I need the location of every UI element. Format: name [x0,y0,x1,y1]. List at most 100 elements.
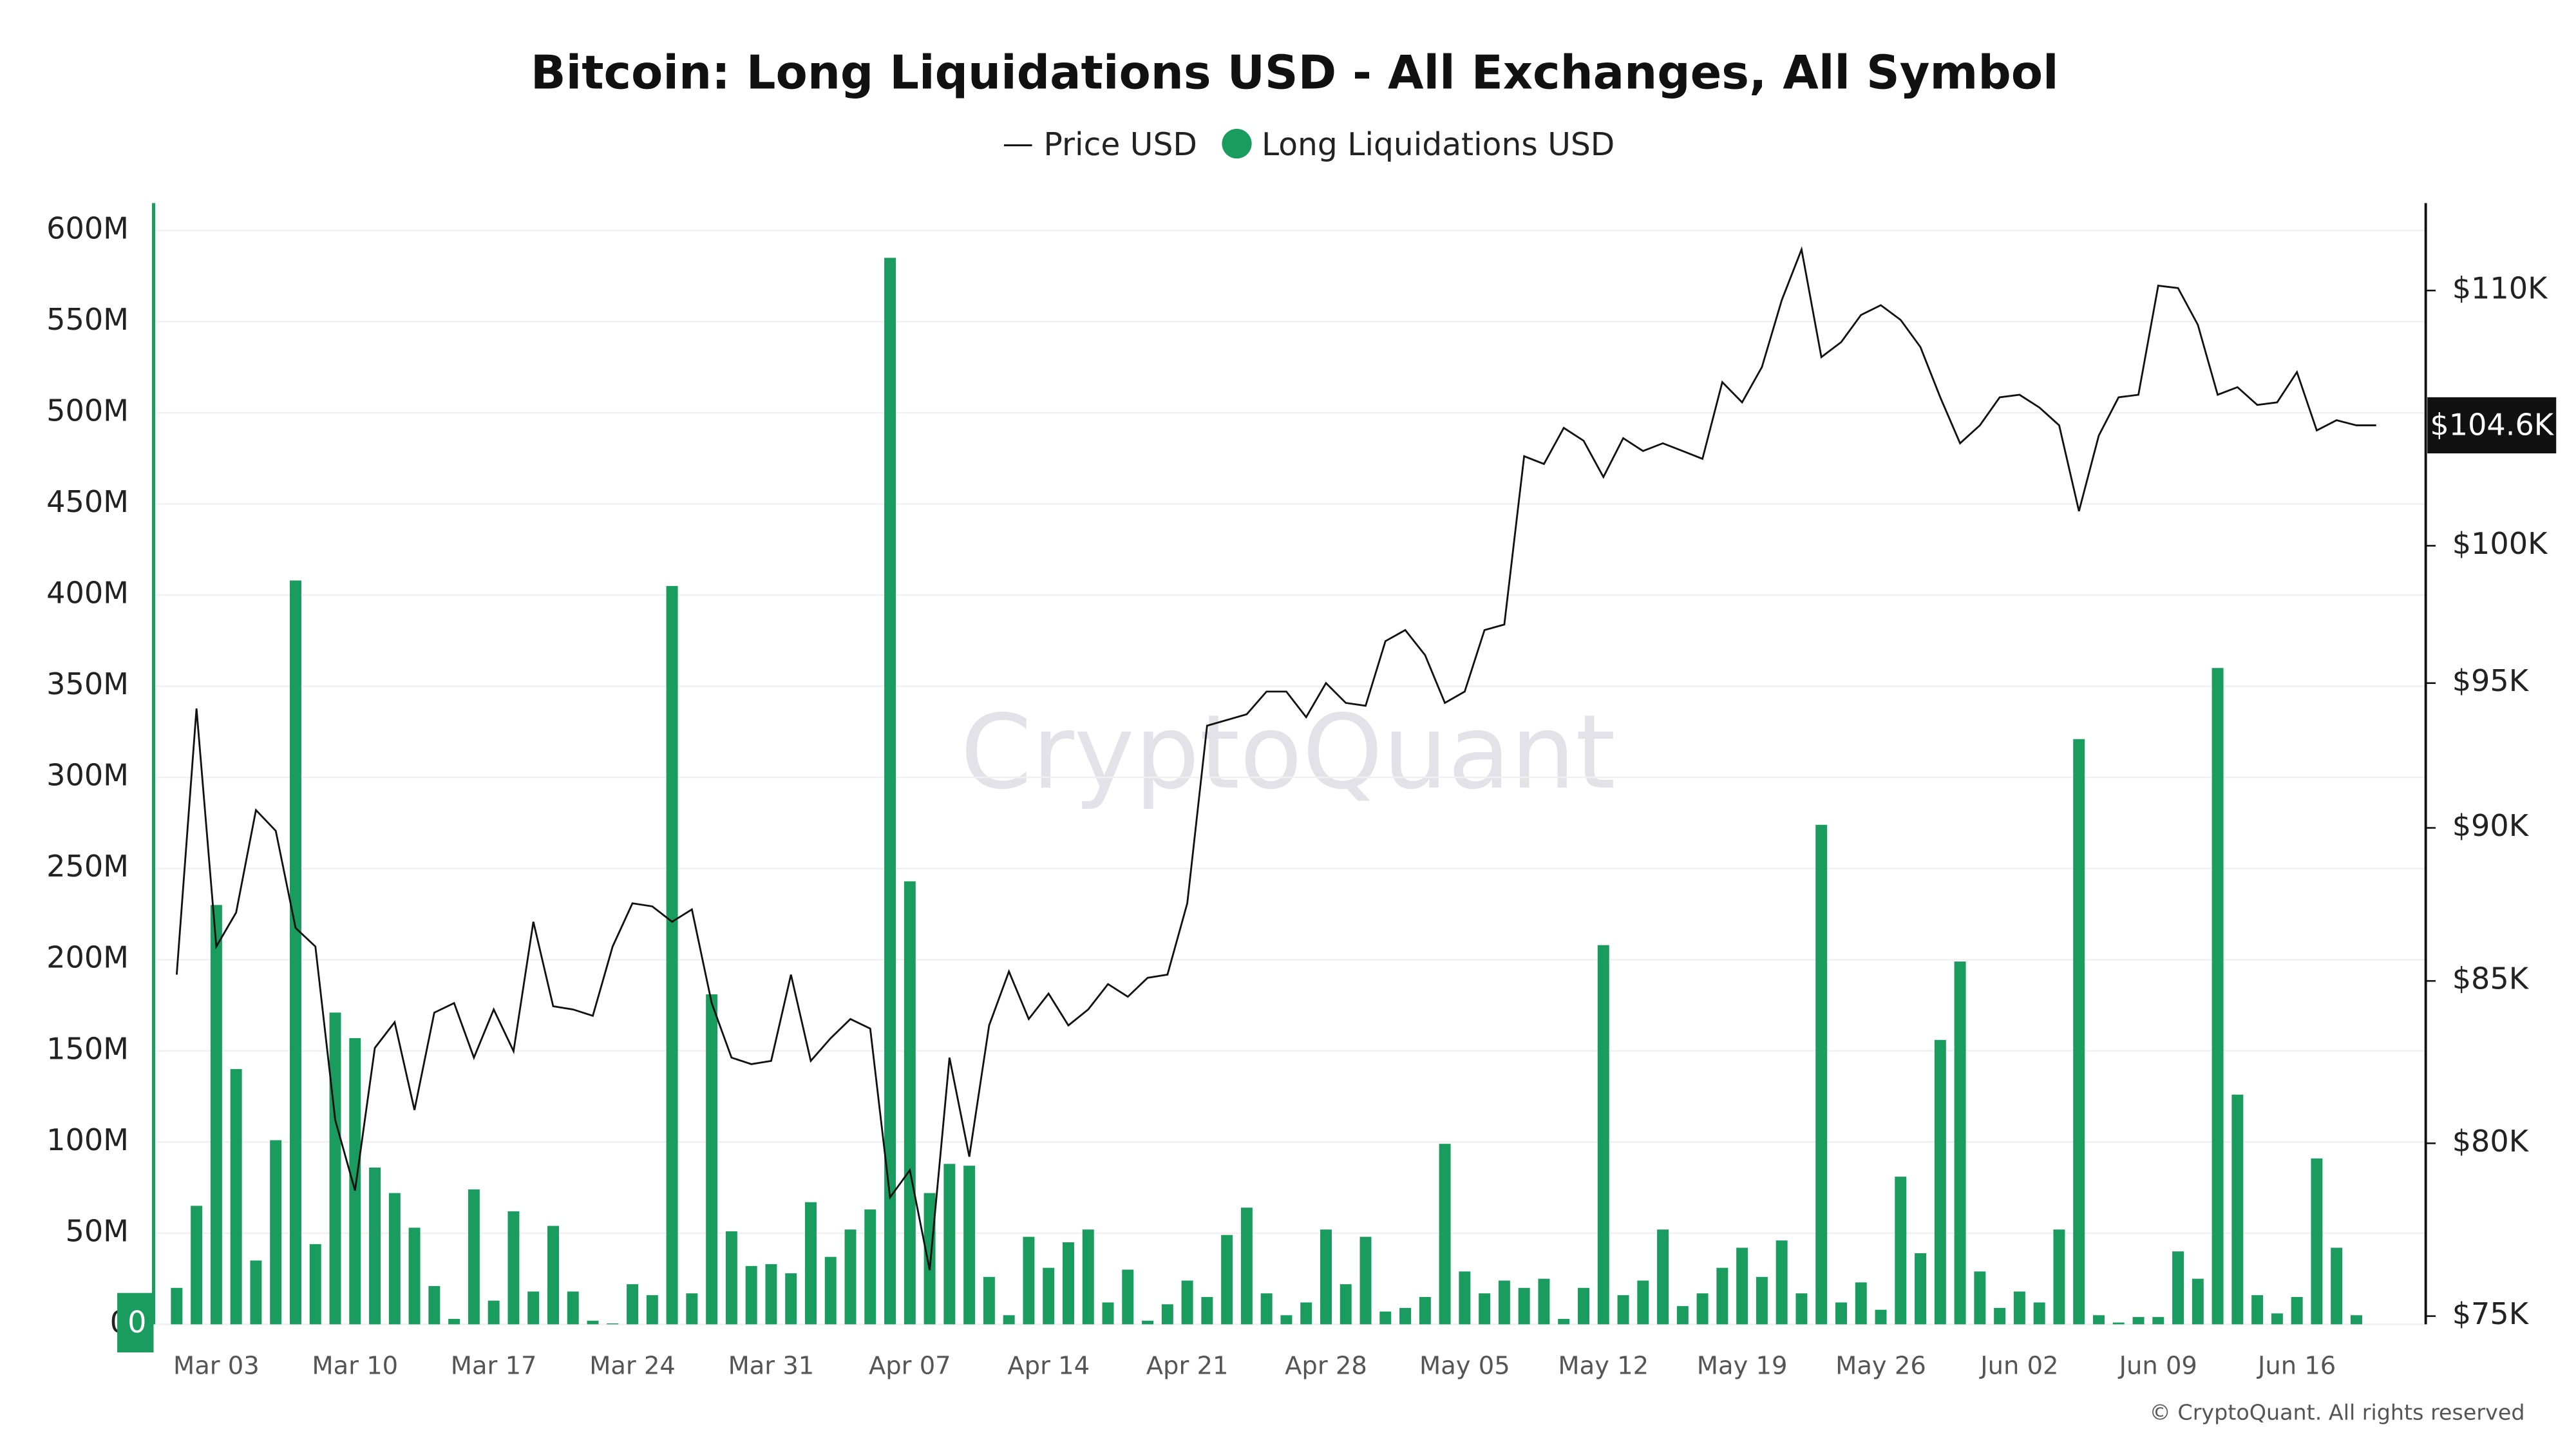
bar [1260,1293,1273,1325]
bar [2231,1094,2244,1325]
bar [2132,1317,2145,1325]
bar [1578,1287,1589,1325]
price-badge [2427,397,2557,454]
bar [1340,1284,1352,1325]
y-tick-label: 500M [46,393,129,428]
x-tick-label: Apr 21 [1146,1352,1229,1381]
bar [1637,1280,1649,1325]
bar [388,1193,401,1325]
bar [2013,1291,2025,1325]
y-tick-label: 600M [46,211,129,245]
bar [1300,1302,1312,1325]
bar [1161,1304,1173,1325]
bar [785,1273,797,1325]
bar [1102,1302,1114,1325]
bar [488,1300,500,1325]
bar [1023,1236,1035,1325]
copyright: © CryptoQuant. All rights reserved [2150,1399,2525,1425]
bar [507,1211,520,1325]
bar [250,1260,262,1325]
bar [765,1264,777,1325]
bar [1379,1311,1392,1325]
bar [1597,945,1609,1325]
bar [1716,1267,1728,1325]
bar [706,994,718,1325]
bar [349,1037,361,1325]
bar [1459,1271,1471,1325]
watermark: CryptoQuant [960,693,1615,812]
x-tick-label: May 19 [1697,1352,1788,1381]
bar [369,1167,381,1325]
bar [805,1202,817,1325]
bar [2073,739,2085,1325]
x-tick-label: Mar 24 [589,1352,676,1381]
bar [1875,1309,1887,1325]
y-tick-label: 50M [65,1213,129,1248]
y2-tick-label: $110K [2452,271,2548,306]
bar [1538,1278,1550,1325]
y-tick-label: 200M [46,940,129,975]
x-tick-label: Mar 31 [728,1352,815,1381]
bar [191,1206,203,1325]
bar [844,1229,857,1325]
bar [1320,1229,1332,1325]
bar [1082,1229,1094,1325]
bar [230,1069,242,1325]
bar [1815,824,1828,1325]
x-tick-label: May 05 [1419,1352,1510,1381]
bar [824,1256,837,1325]
bar [1280,1315,1293,1325]
bar [1617,1295,1629,1325]
bar [646,1295,658,1325]
bar [1994,1307,2006,1325]
bar [1974,1271,1986,1325]
bar [329,1012,341,1325]
bar [428,1285,440,1325]
bar [1003,1315,1015,1325]
bar [408,1227,421,1325]
legend-label: Long Liquidations USD [1262,127,1615,163]
bar [448,1318,460,1325]
bar [2053,1229,2065,1325]
bar [1756,1276,1768,1325]
bar [1696,1293,1709,1325]
x-tick-label: Apr 07 [869,1352,951,1381]
bar [864,1209,876,1325]
bar [725,1231,737,1325]
chart-title: Bitcoin: Long Liquidations USD - All Exc… [531,45,2059,99]
bar [983,1276,995,1325]
x-tick-label: May 26 [1835,1352,1926,1381]
bar [2291,1296,2303,1325]
y2-tick-label: $95K [2452,663,2530,698]
bar [567,1291,579,1325]
y-tick-label: 550M [46,302,129,337]
x-tick-label: Mar 17 [451,1352,537,1381]
y2-tick-label: $90K [2452,808,2530,843]
bar [963,1166,976,1325]
bar [686,1293,698,1325]
bar [1221,1235,1233,1325]
price-line [175,246,2376,1271]
bar [1419,1296,1431,1325]
y-tick-label: 300M [46,758,129,793]
bar [2152,1317,2164,1325]
bar [1895,1177,1907,1325]
bar [1201,1296,1213,1325]
bar [1934,1039,1946,1325]
bar [2251,1295,2264,1325]
y-tick-label: 400M [46,576,129,611]
bar [1676,1306,1689,1325]
x-tick-label: Jun 02 [1979,1352,2058,1381]
bar [2033,1302,2045,1325]
bar [2331,1247,2343,1325]
y-tick-label: 350M [46,667,129,701]
x-tick-label: Mar 03 [173,1352,260,1381]
bar [1835,1302,1847,1325]
bar [627,1284,639,1325]
bar [210,905,222,1325]
bar [547,1226,559,1325]
bar [2351,1315,2362,1325]
y-tick-label: 450M [46,484,129,519]
